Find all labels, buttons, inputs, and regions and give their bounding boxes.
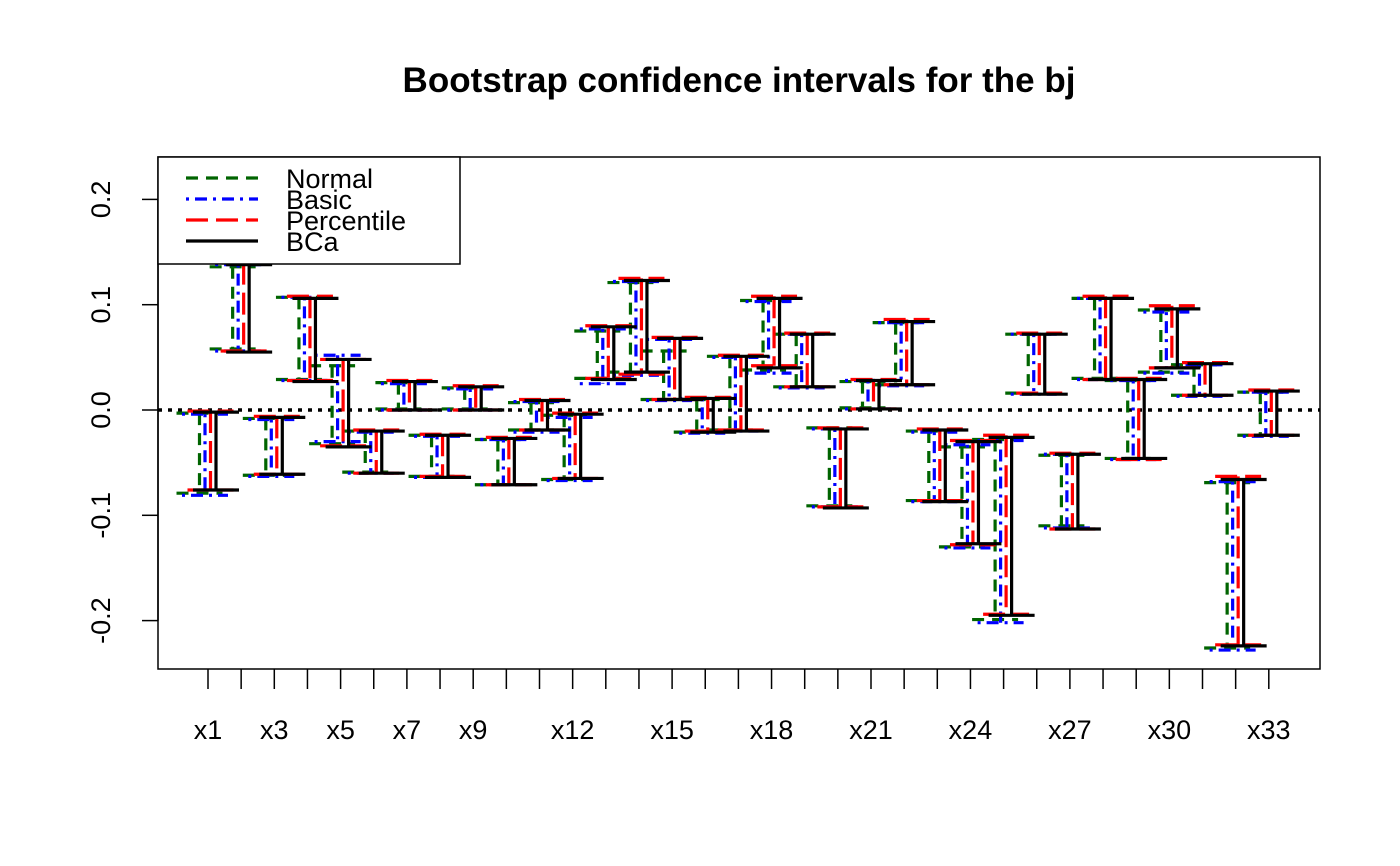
x-tick-label: x7 bbox=[393, 715, 422, 745]
x-tick-label: x30 bbox=[1148, 715, 1192, 745]
y-tick-label: 0.0 bbox=[86, 391, 116, 429]
legend-label-bca: BCa bbox=[286, 227, 340, 257]
y-tick-label: 0.1 bbox=[86, 286, 116, 324]
y-axis: -0.2 -0.1 0.0 0.1 0.2 bbox=[86, 181, 159, 644]
y-tick-label: -0.1 bbox=[86, 492, 116, 539]
y-tick-label: -0.2 bbox=[86, 597, 116, 644]
legend-label-percentile: Percentile bbox=[286, 206, 406, 236]
plot-area bbox=[157, 156, 1321, 670]
legend-box bbox=[157, 156, 461, 265]
chart-title: Bootstrap confidence intervals for the b… bbox=[403, 61, 1076, 100]
x-tick-label: x18 bbox=[750, 715, 794, 745]
x-tick-label: x33 bbox=[1247, 715, 1291, 745]
y-tick-label: 0.2 bbox=[86, 181, 116, 219]
x-tick-label: x3 bbox=[260, 715, 289, 745]
series-bca bbox=[193, 263, 1300, 648]
legend-label-normal: Normal bbox=[286, 164, 373, 194]
x-tick-label: x5 bbox=[326, 715, 355, 745]
x-tick-label: x15 bbox=[650, 715, 694, 745]
series-percentile bbox=[187, 260, 1295, 647]
x-tick-label: x24 bbox=[949, 715, 993, 745]
x-tick-label: x1 bbox=[194, 715, 223, 745]
x-axis: x1 x3 x5 x7 x9 x12 x15 x18 x21 x24 x27 x30 x33 bbox=[194, 669, 1291, 745]
series-normal bbox=[176, 265, 1284, 650]
x-tick-label: x9 bbox=[459, 715, 488, 745]
x-tick-label: x27 bbox=[1048, 715, 1092, 745]
x-tick-label: x21 bbox=[849, 715, 893, 745]
legend-label-basic: Basic bbox=[286, 185, 352, 215]
x-tick-label: x12 bbox=[551, 715, 595, 745]
